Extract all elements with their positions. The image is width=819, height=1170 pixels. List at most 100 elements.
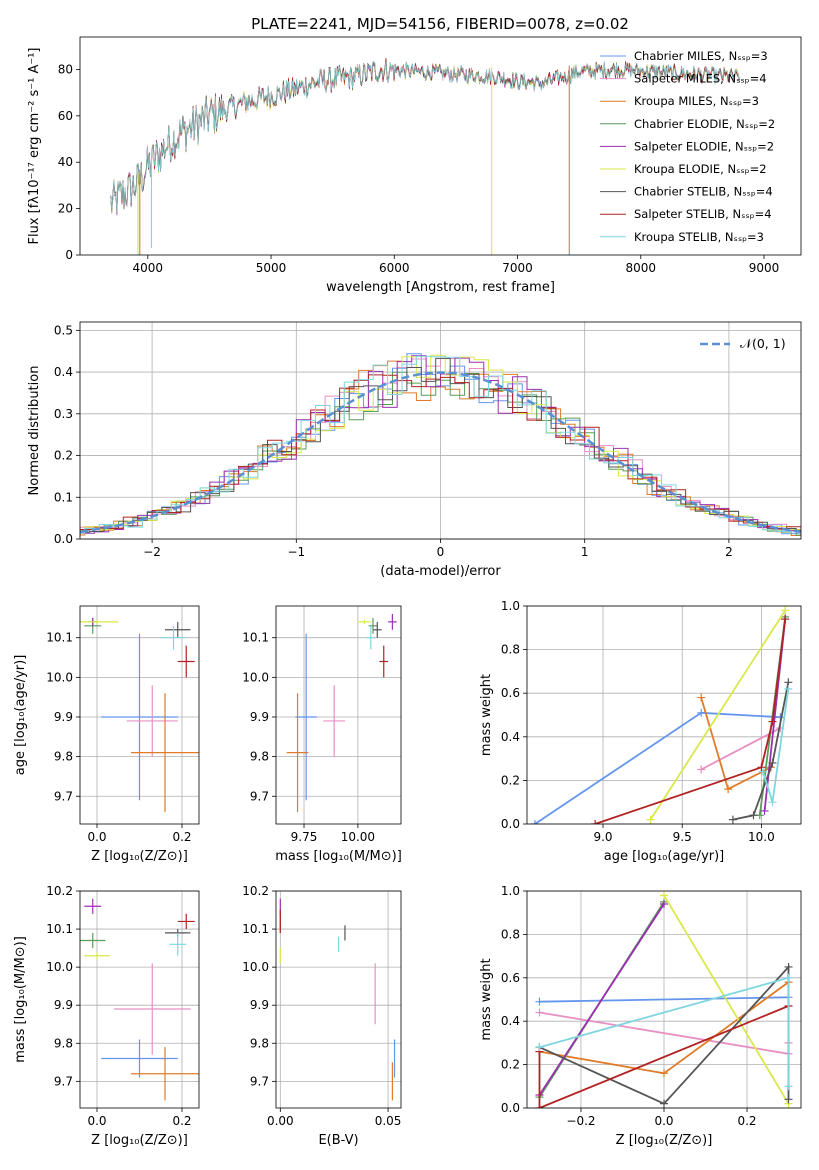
x-tick-label: 10.0 <box>748 830 775 844</box>
weight-marker-CS <box>728 815 737 824</box>
legend-label: Salpeter STELIB, Nₛₛₚ=4 <box>634 207 772 221</box>
weight-marker-CM <box>697 708 706 717</box>
histogram-SS <box>80 374 801 537</box>
plot-area-mass-vs-ebv <box>279 898 396 1101</box>
x-tick-label: 0.2 <box>172 1114 191 1128</box>
x-axis-label: Z [log₁₀(Z/Z⊙)] <box>91 849 188 864</box>
x-tick-label: 7000 <box>502 261 533 275</box>
y-tick-label: 0.4 <box>54 365 73 379</box>
panel-mass-vs-ebv: 0.00 0.05 9.7 9.8 9.9 10.0 10.1 10.2 E(B-V) <box>242 884 401 1148</box>
weight-marker-KE <box>646 815 655 824</box>
weight-marker-SS <box>757 763 766 772</box>
panel-weight-vs-Z: −0.2 0.0 0.2 0.0 0.2 0.4 0.6 0.8 1.0 Z [log₁₀(Z/Z… <box>479 884 802 1148</box>
panel-weight-vs-age: 9.0 9.5 10.0 0.0 0.2 0.4 0.6 0.8 1.0 age [log₁₀(a… <box>479 599 802 864</box>
plot-area-spectrum <box>110 57 740 255</box>
y-tick-label: 0 <box>65 248 73 262</box>
weight-marker-KM <box>724 785 733 794</box>
weight-marker-KS <box>784 1082 793 1091</box>
x-tick-label: 6000 <box>379 261 410 275</box>
weight-marker-CS <box>784 962 793 971</box>
weight-marker-SE <box>660 900 668 909</box>
weight-marker-SS <box>781 615 790 624</box>
y-tick-label: 0.2 <box>501 773 520 787</box>
spectrum-model-line <box>110 61 740 213</box>
y-tick-label: 0.2 <box>501 1058 520 1072</box>
y-tick-label: 9.9 <box>250 710 269 724</box>
y-tick-label: 10.0 <box>242 670 269 684</box>
weight-line-SE <box>538 903 665 1096</box>
x-tick-label: −2 <box>143 545 161 559</box>
x-tick-label: 4000 <box>133 261 164 275</box>
y-tick-label: 9.7 <box>54 789 73 803</box>
weight-marker-CS <box>768 758 777 767</box>
weight-marker-SM <box>697 765 706 774</box>
x-axis-label: Z [log₁₀(Z/Z⊙)] <box>91 1133 188 1148</box>
legend-label: 𝒩(0, 1) <box>740 336 786 351</box>
y-tick-label: 9.7 <box>250 789 269 803</box>
y-tick-label: 0.2 <box>54 449 73 463</box>
y-tick-label: 9.8 <box>54 1036 73 1050</box>
y-tick-label: 0.0 <box>501 817 520 831</box>
y-tick-label: 9.9 <box>250 998 269 1012</box>
weight-marker-KS <box>784 973 793 982</box>
y-tick-label: 9.8 <box>250 750 269 764</box>
legend-label: Kroupa MILES, Nₛₛₚ=3 <box>634 94 759 108</box>
x-tick-label: 0.0 <box>87 1114 106 1128</box>
y-tick-label: 10.1 <box>242 631 269 645</box>
plot-area-age-vs-mass <box>286 613 397 813</box>
y-tick-label: 10.1 <box>242 922 269 936</box>
x-tick-label: −0.2 <box>566 1114 595 1128</box>
weight-line-SM <box>700 727 781 771</box>
weight-marker-SE <box>760 806 769 815</box>
y-axis-label: mass weight <box>479 674 494 756</box>
plot-area-age-vs-Z <box>80 617 199 813</box>
x-axis-label: Z [log₁₀(Z/Z⊙)] <box>616 1133 713 1148</box>
y-tick-label: 9.9 <box>54 998 73 1012</box>
panel-age-vs-mass: 9.75 10.00 9.7 9.8 9.9 10.0 10.1 mass [log₁₀(M/… <box>242 605 402 864</box>
x-tick-label: 0 <box>437 545 445 559</box>
axes-frame <box>526 890 802 1109</box>
y-tick-label: 0.0 <box>54 532 73 546</box>
panel-residuals: −2 −1 0 1 2 0.0 0.1 0.2 0.3 0.4 0.5 (data-model)/er… <box>27 321 802 579</box>
y-tick-label: 0.3 <box>54 407 73 421</box>
y-tick-label: 20 <box>58 202 73 216</box>
weight-marker-KS <box>768 798 777 807</box>
y-tick-label: 1.0 <box>501 884 520 898</box>
y-tick-label: 9.7 <box>54 1074 73 1088</box>
weight-marker-CS <box>784 1095 793 1104</box>
weight-line-CM <box>539 996 789 1003</box>
axes-frame <box>79 36 802 256</box>
legend-label: Salpeter ELODIE, Nₛₛₚ=2 <box>634 139 774 153</box>
histogram-KS <box>80 355 801 534</box>
y-tick-label: 9.7 <box>250 1074 269 1088</box>
x-tick-label: 0.2 <box>172 830 191 844</box>
y-tick-label: 0.5 <box>54 323 73 337</box>
weight-marker-SS <box>768 717 777 726</box>
x-tick-label: 8000 <box>626 261 657 275</box>
legend-label: Kroupa STELIB, Nₛₛₚ=3 <box>634 230 764 244</box>
weight-marker-KE <box>660 891 668 900</box>
y-tick-label: 10.0 <box>46 670 73 684</box>
y-tick-label: 9.8 <box>250 1036 269 1050</box>
legend: Chabrier MILES, Nₛₛₚ=3 Salpeter MILES, Nₛ… <box>600 49 775 244</box>
weight-line-SS <box>538 1005 789 1108</box>
x-tick-label: −1 <box>287 545 305 559</box>
x-tick-label: 0.0 <box>87 830 106 844</box>
y-tick-label: 1.0 <box>501 599 520 613</box>
y-tick-label: 0.8 <box>501 927 520 941</box>
weight-marker-CS <box>660 1099 668 1108</box>
weight-line-CS <box>732 682 790 821</box>
y-tick-label: 0.6 <box>501 971 520 985</box>
axes-frame <box>275 605 402 825</box>
x-tick-label: 2 <box>725 545 733 559</box>
axes-frame <box>526 605 802 825</box>
y-axis-label: Flux [fλ10⁻¹⁷ erg cm⁻² s⁻¹ A⁻¹] <box>27 48 42 245</box>
y-tick-label: 9.8 <box>54 750 73 764</box>
y-tick-label: 60 <box>58 109 73 123</box>
y-tick-label: 0.4 <box>501 1014 520 1028</box>
x-tick-label: 1 <box>581 545 589 559</box>
x-axis-label: age [log₁₀(age/yr)] <box>604 849 725 864</box>
x-axis-label: E(B-V) <box>318 1133 358 1148</box>
plot-area-weight-vs-Z <box>535 891 793 1108</box>
